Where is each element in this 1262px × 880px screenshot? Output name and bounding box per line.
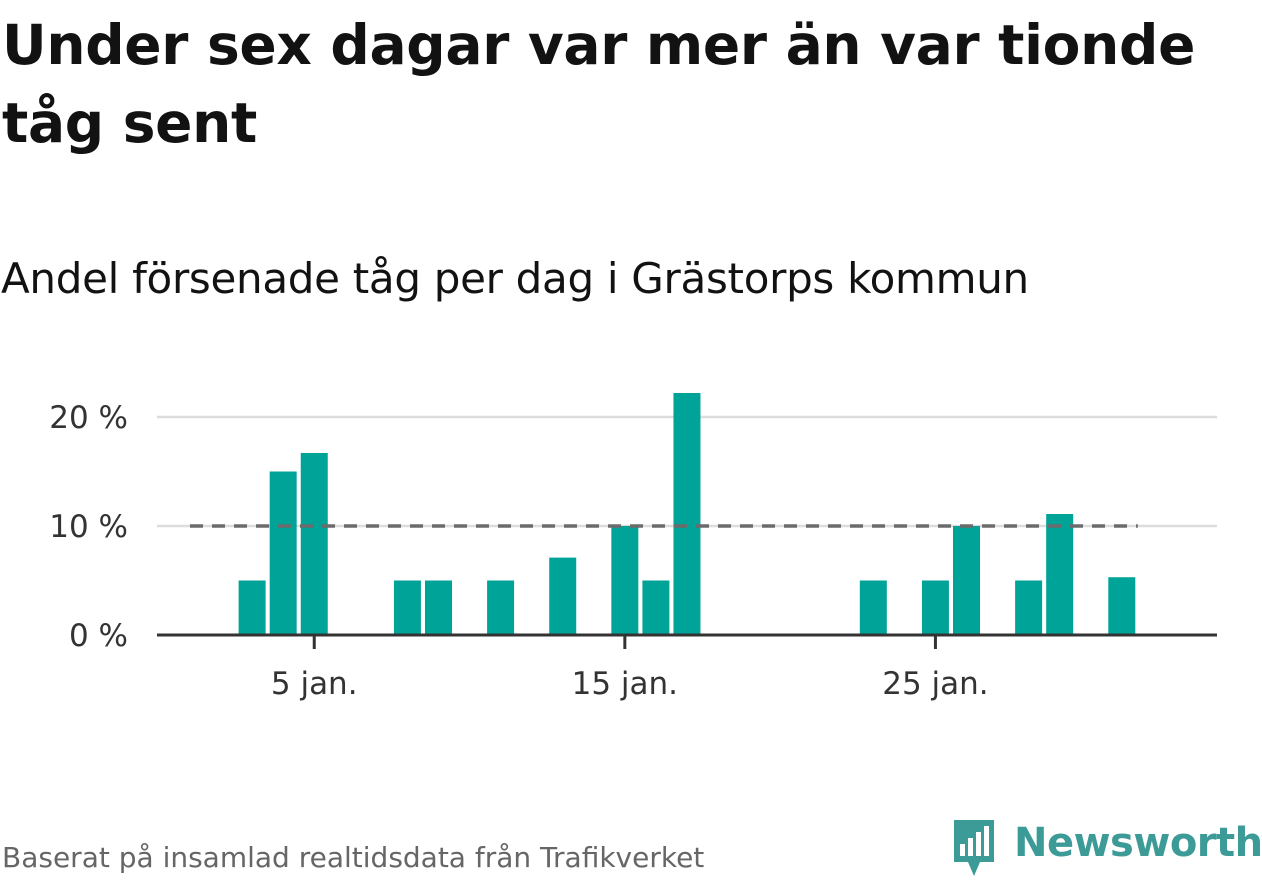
bar <box>487 580 515 635</box>
bar <box>673 393 701 635</box>
bar <box>1108 577 1136 635</box>
bar <box>921 580 949 635</box>
y-tick-label: 20 % <box>49 400 128 436</box>
x-tick-label: 25 jan. <box>882 666 988 702</box>
bar <box>238 580 266 635</box>
axes: 0 % 10 % 20 % 5 jan. 15 jan. 25 jan. <box>49 400 1217 702</box>
y-tick-label: 10 % <box>49 509 128 545</box>
bar <box>611 526 639 635</box>
bar <box>549 557 577 635</box>
newsworthy-logo-text: Newsworthy <box>1014 820 1262 866</box>
bar <box>393 580 421 635</box>
bar <box>953 526 980 635</box>
bar <box>1046 514 1074 635</box>
bars <box>238 393 1136 635</box>
x-tick-label: 15 jan. <box>572 666 678 702</box>
bar <box>269 471 297 635</box>
bar <box>859 580 887 635</box>
x-tick-label: 5 jan. <box>271 666 358 702</box>
newsworthy-logo-icon <box>954 820 994 876</box>
bar <box>300 452 328 635</box>
bar <box>642 580 670 635</box>
bar-chart: 0 % 10 % 20 % 5 jan. 15 jan. 25 jan. <box>49 393 1217 702</box>
bar <box>424 580 452 635</box>
chart-subtitle: Andel försenade tåg per dag i Grästorps … <box>1 254 1029 303</box>
newsworthy-logo[interactable]: Newsworthy <box>950 816 1262 880</box>
bar <box>1015 580 1043 635</box>
chart-title: Under sex dagar var mer än var tionde tå… <box>2 13 1196 155</box>
source-note: Baserat på insamlad realtidsdata från Tr… <box>2 841 705 874</box>
y-tick-label: 0 % <box>69 618 128 654</box>
